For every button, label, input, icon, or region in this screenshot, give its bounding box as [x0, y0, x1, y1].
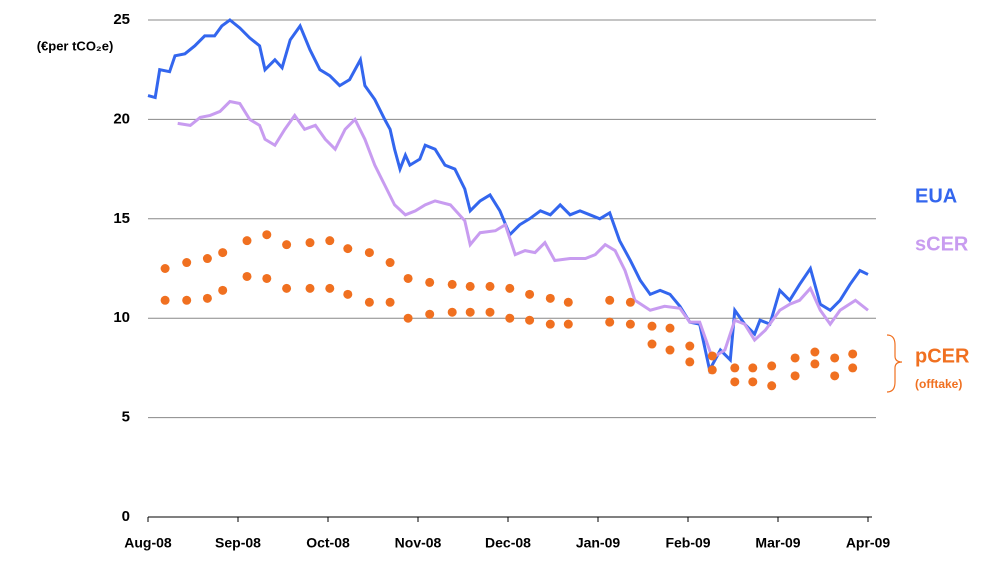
x-tick-label: Oct-08 [306, 535, 350, 551]
dot [262, 230, 272, 240]
dot [182, 295, 192, 305]
line [147, 18, 869, 375]
dot [465, 307, 475, 317]
dot [767, 361, 777, 371]
dot [625, 297, 635, 307]
dot [425, 277, 435, 287]
dot [685, 341, 695, 351]
dot [505, 313, 515, 323]
legend-label: pCER [915, 345, 970, 367]
y-tick-label: 5 [122, 409, 130, 426]
dot [810, 359, 820, 369]
dot [385, 297, 395, 307]
legend-brace [886, 334, 903, 393]
x-tick-label: Dec-08 [485, 535, 531, 551]
y-axis-label: (€per tCO₂e) [37, 38, 114, 53]
dot [848, 363, 858, 373]
dot [403, 313, 413, 323]
dot [730, 363, 740, 373]
dot [545, 319, 555, 329]
dot [525, 289, 535, 299]
x-tick-label: Apr-09 [846, 535, 891, 551]
y-tick-label: 15 [113, 210, 130, 227]
legend-subtitle: (offtake) [915, 377, 962, 391]
dot [665, 323, 675, 333]
dot [545, 293, 555, 303]
dot [242, 236, 252, 246]
dot [160, 264, 170, 273]
dot [563, 297, 573, 307]
dot [218, 285, 228, 295]
dot [730, 377, 740, 387]
dot [485, 281, 495, 291]
y-tick-label: 25 [113, 11, 130, 28]
dot [830, 353, 840, 363]
dot [325, 236, 335, 246]
dot [325, 283, 335, 293]
dot [848, 349, 858, 359]
dot [505, 283, 515, 293]
x-tick-label: Nov-08 [395, 535, 442, 551]
line [177, 99, 869, 361]
dot [305, 238, 315, 248]
dot [748, 363, 758, 373]
dot [810, 347, 820, 357]
dot [305, 283, 315, 293]
dot [262, 273, 272, 283]
y-tick-label: 10 [113, 309, 130, 326]
dot [385, 258, 395, 268]
dot [447, 279, 457, 289]
dot [767, 381, 777, 391]
dot [707, 365, 717, 375]
dot [790, 353, 800, 363]
y-tick-label: 0 [122, 508, 130, 525]
dot [242, 271, 252, 281]
x-tick-label: Jan-09 [576, 535, 621, 551]
dot [447, 307, 457, 317]
dot [218, 248, 228, 258]
dot [182, 258, 192, 268]
dot [425, 309, 435, 319]
dot [160, 295, 170, 305]
dot [707, 351, 717, 361]
dot [282, 240, 292, 250]
dot [202, 293, 212, 303]
dot [647, 339, 657, 349]
dot [343, 289, 353, 299]
dot [525, 315, 535, 325]
dot [605, 295, 615, 305]
y-tick-label: 20 [113, 110, 130, 127]
dot [364, 248, 374, 258]
x-tick-label: Mar-09 [755, 535, 800, 551]
dot [563, 319, 573, 329]
dot [790, 371, 800, 381]
dot [665, 345, 675, 355]
x-tick-label: Aug-08 [124, 535, 172, 551]
dot [343, 244, 353, 254]
x-tick-label: Sep-08 [215, 535, 261, 551]
dot [465, 281, 475, 291]
dot [748, 377, 758, 387]
x-tick-label: Feb-09 [665, 535, 710, 551]
dot [485, 307, 495, 317]
legend-label: EUA [915, 185, 957, 207]
dot [625, 319, 635, 329]
dot [282, 283, 292, 293]
dot [403, 273, 413, 283]
dot [202, 254, 212, 264]
dot [685, 357, 695, 367]
dot [364, 297, 374, 307]
dot [830, 371, 840, 381]
legend-label: sCER [915, 233, 969, 255]
dot [647, 321, 657, 331]
dot [605, 317, 615, 327]
